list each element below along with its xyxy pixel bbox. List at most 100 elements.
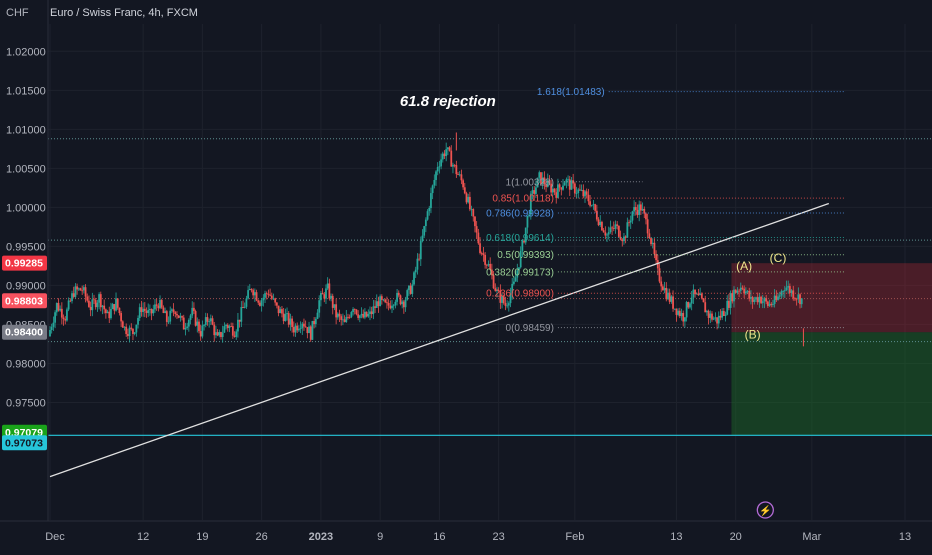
candle-body [306, 327, 309, 334]
candle-body [308, 326, 310, 334]
candle-body [655, 254, 658, 261]
candle-body [194, 311, 197, 326]
candle-body [555, 192, 558, 198]
price-axis-tick: 0.97500 [6, 397, 46, 409]
candle-body [365, 311, 368, 317]
candle-body [472, 209, 475, 217]
candle-body [150, 308, 153, 314]
candle-body [736, 290, 739, 293]
candle-body [402, 301, 405, 308]
candle-body [597, 219, 600, 226]
candle-body [634, 207, 637, 210]
candle-body [304, 326, 307, 328]
candle-body [795, 298, 798, 300]
candle-body [684, 317, 686, 322]
price-axis-tick: 1.01500 [6, 85, 46, 97]
price-axis-tick: 0.99500 [6, 241, 46, 253]
candle-body [108, 311, 111, 319]
fibonacci-levels[interactable]: 1.618(1.01483) 1(1.00328) 0.85(1.00118) 0.7… [486, 87, 846, 334]
candle-body [441, 153, 444, 160]
candle-body [611, 227, 613, 229]
candle-body [335, 304, 338, 318]
candle-body [485, 264, 488, 266]
candle-body [768, 303, 771, 306]
candle-body [380, 296, 383, 300]
candle-body [562, 185, 564, 190]
candle-body [685, 302, 688, 318]
candle-body [230, 326, 233, 327]
candle-body [281, 309, 283, 314]
candle-body [104, 309, 107, 314]
candle-body [709, 313, 712, 318]
candle-body [719, 315, 722, 318]
candle-body [140, 307, 143, 312]
candle-body [404, 299, 407, 308]
candle-body [636, 209, 639, 215]
candle-body [257, 300, 260, 303]
candle-body [233, 335, 236, 337]
candle-body [794, 298, 796, 300]
candle-body [626, 222, 629, 238]
candle-body [419, 241, 422, 260]
candle-body [343, 319, 346, 323]
candle-body [582, 189, 585, 197]
time-axis-tick: 2023 [309, 531, 333, 543]
candle-body [426, 211, 429, 220]
candle-body [248, 289, 251, 291]
price-axis[interactable]: 1.02000 1.01500 1.01000 1.00500 1.00000 0.995… [0, 0, 49, 550]
candle-body [259, 302, 261, 306]
candle-body [377, 301, 380, 307]
candle-body [301, 323, 304, 329]
candle-body [331, 295, 334, 308]
candle-body [682, 313, 685, 322]
trendline-layer[interactable] [49, 202, 830, 478]
candle-body [734, 289, 737, 293]
candle-body [660, 281, 663, 287]
candle-body [724, 314, 727, 316]
candle-body [501, 296, 503, 303]
candle-body [541, 177, 544, 185]
candle-body [502, 296, 505, 304]
candle-body [62, 317, 65, 320]
candle-body [174, 312, 177, 315]
candle-body [667, 292, 669, 300]
event-markers[interactable]: ⚡ [756, 501, 774, 519]
price-axis-tick: 0.99000 [6, 280, 46, 292]
time-axis[interactable]: Dec 12 19 26 2023 9 16 23 Feb 13 20 Mar 13 [0, 520, 932, 550]
candle-body [507, 303, 510, 306]
candle-body [79, 288, 82, 291]
candle-body [123, 326, 126, 328]
candle-body [743, 288, 746, 294]
candle-body [406, 290, 409, 300]
candle-body [430, 193, 432, 208]
event-marker-icon[interactable] [756, 501, 774, 519]
candle-body [612, 228, 615, 229]
trendline[interactable] [49, 202, 830, 478]
candle-body [193, 307, 195, 312]
candle-body [231, 326, 234, 336]
candle-body [663, 287, 666, 291]
candle-body [570, 180, 573, 190]
candle-body [487, 263, 490, 266]
candle-body [253, 292, 256, 296]
price-tag [2, 324, 47, 340]
candle-body [352, 309, 354, 313]
candle-body [269, 294, 271, 296]
candle-body [423, 226, 426, 236]
candle-body [169, 310, 172, 322]
candle-body [538, 172, 541, 178]
candle-body [50, 326, 53, 331]
candle-body [753, 299, 756, 302]
symbol-title[interactable]: Euro / Swiss Franc, 4h, FXCM [50, 7, 198, 19]
candle-body [86, 296, 89, 301]
candle-body [748, 290, 751, 299]
candle-body [658, 268, 661, 282]
candle-body [323, 294, 326, 299]
candle-body [536, 177, 539, 188]
candle-body [545, 184, 547, 187]
candle-body [477, 232, 480, 244]
price-axis-background [0, 0, 48, 550]
candle-body [670, 296, 673, 302]
